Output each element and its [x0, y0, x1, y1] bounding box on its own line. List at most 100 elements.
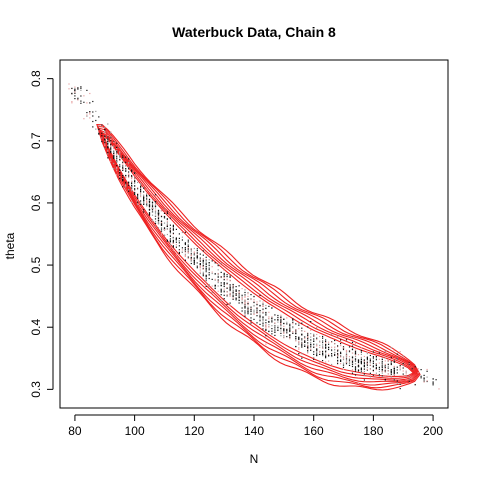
scatter-point: [175, 238, 177, 240]
scatter-point: [113, 162, 115, 165]
scatter-point: [304, 344, 306, 346]
scatter-point: [342, 368, 345, 370]
scatter-point: [372, 366, 374, 368]
scatter-point: [184, 247, 186, 249]
scatter-point: [104, 138, 106, 140]
scatter-point: [340, 356, 342, 358]
scatter-point: [172, 239, 174, 241]
scatter-point: [172, 224, 174, 226]
contour-line: [100, 130, 417, 381]
scatter-point: [205, 265, 207, 268]
scatter-point: [393, 365, 395, 367]
scatter-point: [157, 217, 160, 219]
scatter-point: [157, 220, 160, 222]
scatter-point: [148, 195, 151, 197]
scatter-point: [384, 350, 386, 352]
scatter-point: [253, 309, 255, 311]
scatter-point: [169, 234, 171, 236]
scatter-point: [223, 282, 225, 285]
scatter-point: [113, 151, 115, 153]
scatter-point: [310, 333, 312, 335]
contour-line: [99, 129, 418, 383]
scatter-point: [140, 191, 142, 193]
scatter-point: [250, 309, 252, 311]
scatter-point: [154, 213, 157, 215]
scatter-point: [172, 246, 174, 248]
scatter-point: [301, 334, 303, 336]
scatter-point: [307, 352, 309, 354]
scatter-point: [157, 227, 160, 229]
scatter-point: [337, 356, 339, 358]
scatter-point: [426, 376, 428, 378]
scatter-point: [148, 212, 151, 214]
scatter-point: [340, 359, 342, 361]
scatter-point: [366, 361, 368, 363]
scatter-point: [137, 181, 139, 184]
scatter-point: [92, 100, 94, 103]
scatter-point: [378, 370, 380, 373]
scatter-point: [372, 361, 374, 363]
scatter-point: [217, 276, 219, 278]
scatter-point: [354, 360, 357, 362]
scatter-point: [354, 350, 357, 353]
scatter-point: [184, 242, 186, 244]
scatter-point: [134, 172, 136, 174]
scatter-point: [313, 343, 315, 345]
scatter-point: [137, 187, 139, 189]
scatter-point: [289, 328, 291, 330]
scatter-point: [319, 361, 321, 363]
scatter-point: [157, 222, 160, 224]
scatter-point: [265, 304, 267, 307]
scatter-point: [148, 213, 151, 216]
scatter-point: [104, 147, 106, 149]
scatter-point: [280, 327, 282, 329]
scatter-point: [384, 363, 386, 365]
scatter-point: [307, 334, 309, 336]
scatter-point: [122, 157, 124, 159]
scatter-point: [259, 305, 261, 307]
scatter-point: [199, 272, 201, 275]
scatter-point: [345, 356, 348, 358]
scatter-point: [387, 363, 389, 365]
scatter-point: [313, 334, 315, 336]
scatter-point: [262, 311, 264, 313]
scatter-point: [334, 349, 336, 351]
scatter-point: [331, 346, 333, 348]
scatter-point: [283, 325, 285, 327]
scatter-point: [307, 332, 309, 334]
scatter-point: [229, 294, 231, 296]
scatter-point: [187, 251, 189, 253]
scatter-point: [265, 312, 267, 314]
y-tick-label: 0.7: [29, 132, 43, 149]
scatter-point: [304, 340, 306, 342]
scatter-point: [226, 295, 228, 297]
scatter-point: [354, 363, 357, 365]
scatter-point: [122, 167, 124, 169]
scatter-point: [119, 170, 121, 172]
scatter-point: [268, 316, 270, 318]
scatter-point: [89, 111, 91, 113]
scatter-point: [307, 326, 309, 328]
scatter-point: [250, 307, 252, 310]
scatter-point: [348, 351, 351, 353]
scatter-point: [348, 361, 351, 363]
scatter-point: [351, 362, 354, 364]
scatter-point: [122, 165, 124, 167]
scatter-point: [104, 143, 106, 145]
scatter-point: [351, 345, 354, 347]
scatter-point: [131, 187, 133, 189]
scatter-point: [172, 242, 174, 244]
scatter-point: [268, 326, 270, 328]
scatter-point: [286, 323, 288, 325]
scatter-point: [360, 362, 362, 364]
scatter-point: [71, 102, 73, 104]
scatter-point: [277, 325, 279, 327]
scatter-point: [181, 251, 183, 253]
scatter-point: [125, 175, 127, 177]
scatter-point: [157, 204, 160, 206]
scatter-point: [208, 277, 210, 280]
scatter-point: [301, 357, 303, 359]
scatter-point: [163, 216, 166, 218]
scatter-point: [202, 263, 204, 265]
scatter-point: [223, 269, 225, 271]
